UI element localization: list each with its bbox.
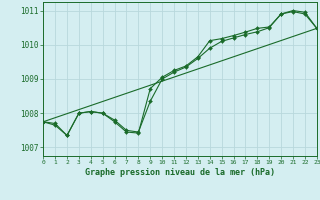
X-axis label: Graphe pression niveau de la mer (hPa): Graphe pression niveau de la mer (hPa) xyxy=(85,168,275,177)
